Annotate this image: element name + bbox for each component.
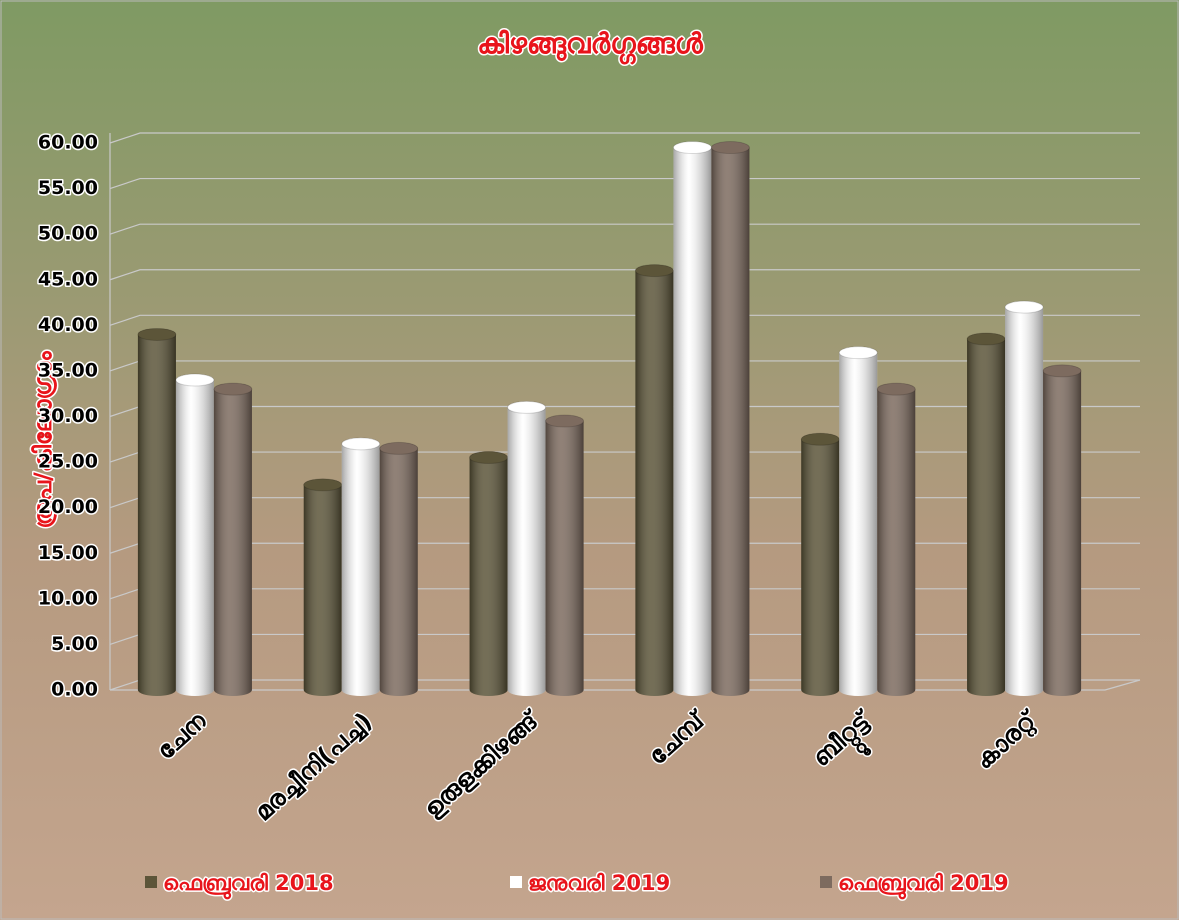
bar-shade (801, 433, 840, 696)
bar-shade (673, 141, 712, 696)
chart-title: കിഴങ്ങുവർഗ്ഗങ്ങൾ (477, 27, 703, 65)
y-tick-label: 50.00 (38, 223, 98, 245)
bar (469, 451, 509, 696)
bar (634, 264, 674, 696)
bar-shade (1005, 301, 1044, 696)
grid-line (109, 314, 1140, 326)
bar (303, 478, 343, 696)
bar-cap (876, 382, 916, 396)
bar-cap (507, 400, 547, 414)
bar (175, 373, 215, 696)
y-tick-label: 35.00 (38, 359, 98, 381)
bar-shade (303, 478, 342, 696)
legend-swatch (820, 876, 832, 888)
bar (1004, 300, 1044, 696)
bar-cap (634, 264, 674, 278)
y-tick-label: 45.00 (38, 268, 98, 290)
bar-cap (137, 327, 177, 341)
bar-cap (213, 382, 253, 396)
bar (672, 141, 712, 696)
bar-shade (1043, 364, 1082, 696)
grid-line (109, 269, 1140, 281)
y-tick-label: 10.00 (38, 587, 98, 609)
bar-cap (379, 441, 419, 455)
y-tick-label: 5.00 (51, 633, 98, 655)
bar-cap (710, 141, 750, 155)
bar-shade (379, 442, 418, 696)
bar-shade (137, 328, 176, 696)
bar-shade (469, 451, 508, 696)
y-axis-label: രൂപ/കിലോഗ്രാം (29, 350, 57, 528)
bar (876, 382, 916, 696)
bar-shade (545, 415, 584, 696)
y-tick-label: 55.00 (38, 177, 98, 199)
bar (379, 441, 419, 696)
bar-cap (341, 437, 381, 451)
bar-shade (711, 141, 750, 696)
bar-shade (213, 383, 252, 696)
bar-shade (967, 333, 1006, 696)
bar (966, 332, 1006, 696)
grid-line (109, 223, 1140, 235)
bar-cap (545, 414, 585, 428)
bar-cap (800, 432, 840, 446)
bar-shade (341, 437, 380, 696)
bar (137, 327, 177, 696)
x-axis (110, 679, 1141, 691)
legend-swatch (145, 876, 157, 888)
y-tick-label: 40.00 (38, 314, 98, 336)
y-tick-label: 25.00 (38, 451, 98, 473)
bar-cap (469, 451, 509, 465)
legend-label: ജനുവരി 2019 (528, 871, 670, 895)
bar-cap (303, 478, 343, 492)
bar-shade (839, 346, 878, 696)
grid-line (109, 132, 1140, 144)
bar-cap (672, 141, 712, 155)
bar-cap (966, 332, 1006, 346)
bar (545, 414, 585, 696)
grid-line (109, 177, 1140, 190)
bar-shade (175, 374, 214, 696)
bar (710, 141, 750, 696)
bar (1042, 364, 1082, 696)
bar-cap (838, 346, 878, 360)
y-tick-label: 60.00 (38, 132, 98, 154)
bar (507, 400, 547, 696)
y-tick-label: 0.00 (51, 679, 98, 701)
bar-shade (635, 264, 674, 696)
y-tick-label: 15.00 (38, 542, 98, 564)
legend-swatch (510, 876, 522, 888)
bar-cap (175, 373, 215, 387)
bar (341, 437, 381, 696)
bar-cap (1042, 364, 1082, 378)
y-tick-label: 30.00 (38, 405, 98, 427)
bar (213, 382, 253, 696)
bar-shade (507, 401, 546, 696)
bar (800, 432, 840, 696)
y-tick-label: 20.00 (38, 496, 98, 518)
bar-cap (1004, 300, 1044, 314)
bar (838, 346, 878, 696)
bar-shade (877, 383, 916, 696)
